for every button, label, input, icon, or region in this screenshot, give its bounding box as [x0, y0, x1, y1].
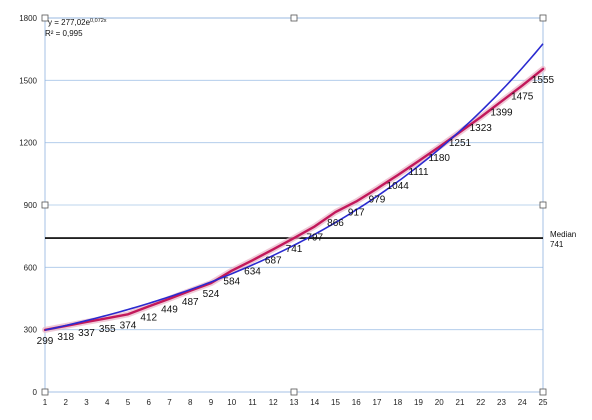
data-label: 449 [161, 305, 178, 316]
trendline [44, 43, 544, 331]
data-label: 1323 [470, 123, 493, 134]
x-tick-label: 19 [414, 398, 423, 407]
x-tick-label: 25 [539, 398, 548, 407]
x-tick-label: 2 [64, 398, 69, 407]
x-tick-label: 22 [476, 398, 485, 407]
selection-handle [290, 388, 298, 396]
x-tick-label: 11 [248, 398, 257, 407]
x-tick-label: 8 [188, 398, 193, 407]
data-label: 1555 [532, 75, 555, 86]
y-tick-label: 0 [33, 388, 38, 397]
median-value: 741 [550, 240, 564, 249]
data-label: 687 [265, 255, 282, 266]
selection-handle [539, 388, 547, 396]
selection-handle [539, 14, 547, 22]
x-tick-label: 24 [518, 398, 527, 407]
r-squared-label: R² = 0,995 [45, 29, 83, 38]
data-label: 524 [203, 289, 220, 300]
x-tick-label: 17 [373, 398, 382, 407]
x-tick-label: 1 [43, 398, 48, 407]
x-tick-label: 10 [227, 398, 236, 407]
series-glow [42, 65, 546, 333]
data-label: 584 [223, 277, 240, 288]
y-tick-label: 900 [24, 201, 38, 210]
selection-handle [290, 14, 298, 22]
x-tick-label: 15 [331, 398, 340, 407]
x-tick-label: 12 [269, 398, 278, 407]
data-label: 1111 [408, 167, 428, 178]
selection-frame [41, 14, 547, 396]
y-tick-label: 300 [24, 326, 38, 335]
x-tick-label: 3 [84, 398, 89, 407]
series-line [43, 67, 545, 332]
y-tick-label: 600 [24, 263, 38, 272]
x-tick-label: 5 [126, 398, 131, 407]
x-tick-label: 16 [352, 398, 361, 407]
y-tick-label: 1800 [19, 14, 37, 23]
x-tick-label: 9 [209, 398, 214, 407]
data-label: 318 [57, 332, 74, 343]
selection-handle [41, 201, 49, 209]
data-label: 979 [369, 195, 386, 206]
trendline-equation-base: y = 277,02e [48, 18, 91, 27]
selection-handle [539, 201, 547, 209]
selection-handle [41, 14, 49, 22]
x-tick-label: 13 [290, 398, 299, 407]
x-tick-label: 14 [310, 398, 319, 407]
data-label: 1251 [449, 138, 472, 149]
data-label: 1180 [428, 153, 450, 164]
trendline-equation-exponent: 0,072x [90, 18, 107, 24]
data-label: 299 [37, 336, 54, 347]
data-label: 487 [182, 297, 199, 308]
data-label: 374 [120, 320, 137, 331]
data-label: 355 [99, 324, 116, 335]
trendline-equation: y = 277,02e0,072x [48, 18, 107, 27]
grid-layer [45, 17, 543, 331]
x-tick-label: 20 [435, 398, 444, 407]
data-label: 412 [140, 312, 157, 323]
x-tick-label: 21 [456, 398, 465, 407]
equation-layer: y = 277,02e0,072x R² = 0,995 [45, 18, 107, 38]
x-tick-label: 6 [147, 398, 152, 407]
data-label: 1475 [511, 92, 534, 103]
data-label: 741 [286, 244, 303, 255]
data-label: 1044 [387, 181, 410, 192]
series-layer [42, 65, 546, 333]
y-tick-label: 1200 [19, 139, 37, 148]
selection-handle [41, 388, 49, 396]
x-tick-label: 7 [167, 398, 172, 407]
x-tick-label: 4 [105, 398, 110, 407]
data-label: 634 [244, 266, 261, 277]
y-tick-label: 1500 [19, 76, 37, 85]
data-label: 1399 [490, 107, 513, 118]
x-tick-label: 23 [497, 398, 506, 407]
median-label: Median [550, 230, 576, 239]
data-label: 866 [327, 218, 344, 229]
trend-layer [44, 43, 544, 331]
data-label: 337 [78, 328, 95, 339]
data-label: 917 [348, 207, 365, 218]
x-tick-label: 18 [393, 398, 402, 407]
data-label: 797 [306, 232, 323, 243]
